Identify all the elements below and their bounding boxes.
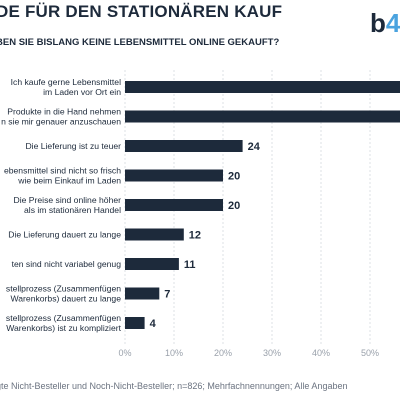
category-label: wie beim Einkauf im Laden: [17, 176, 121, 186]
bar-chart: 0% 10% 20% 30% 40% 50% Ich kaufe gerne Lebensm…: [1, 70, 400, 358]
category-label: ten sind nicht variabel genug: [12, 259, 122, 269]
category-label: im Laden vor Ort ein: [43, 87, 121, 97]
category-label: als im stationären Handel: [24, 205, 121, 215]
category-label: ebensmittel sind nicht so frisch: [4, 166, 121, 176]
data-label: 20: [228, 171, 240, 183]
bar: [125, 199, 223, 211]
chart-subtitle: BEN SIE BISLANG KEINE LEBENSMITTEL ONLIN…: [0, 37, 280, 48]
bar: [125, 258, 179, 270]
category-label: stellprozess (Zusammenfügen: [6, 284, 121, 294]
data-label: 12: [189, 230, 201, 242]
category-label: Warenkorbs) dauert zu lange: [10, 294, 121, 304]
bar: [125, 140, 243, 152]
category-label: n sie mir genauer anzuschauen: [1, 117, 121, 127]
brand-logo: b4: [370, 8, 400, 39]
category-label: Ich kaufe gerne Lebensmittel: [11, 77, 121, 87]
x-tick-label: 50%: [361, 348, 379, 358]
category-label: stellprozess (Zusammenfügen: [6, 313, 121, 323]
bar: [125, 110, 400, 123]
x-tick-label: 20%: [214, 348, 232, 358]
x-tick-label: 30%: [263, 348, 281, 358]
x-tick-label: 0%: [118, 348, 131, 358]
chart-title: DE FÜR DEN STATIONÄREN KAUF: [0, 2, 283, 21]
data-label: 7: [164, 289, 170, 301]
logo-text: b: [370, 8, 386, 38]
bar: [125, 169, 223, 182]
bar: [125, 81, 400, 93]
logo-accent: 4: [385, 8, 400, 38]
x-tick-label: 10%: [165, 348, 183, 358]
category-label: Die Lieferung dauert zu lange: [8, 230, 121, 240]
data-label: 4: [150, 318, 157, 330]
chart-footnote: gte Nicht-Besteller und Noch-Nicht-Beste…: [0, 381, 348, 391]
data-label: 11: [184, 259, 196, 271]
category-label: Die Lieferung ist zu teuer: [25, 141, 121, 151]
data-label: 20: [228, 200, 240, 212]
bar: [125, 317, 145, 329]
bar: [125, 287, 160, 300]
x-tick-label: 40%: [312, 348, 330, 358]
category-label: Warenkorbs) ist zu kompliziert: [6, 323, 121, 333]
data-label: 24: [248, 141, 261, 153]
bar: [125, 228, 184, 241]
category-label: Die Preise sind online höher: [14, 195, 122, 205]
category-label: Produkte in die Hand nehmen: [7, 107, 121, 117]
